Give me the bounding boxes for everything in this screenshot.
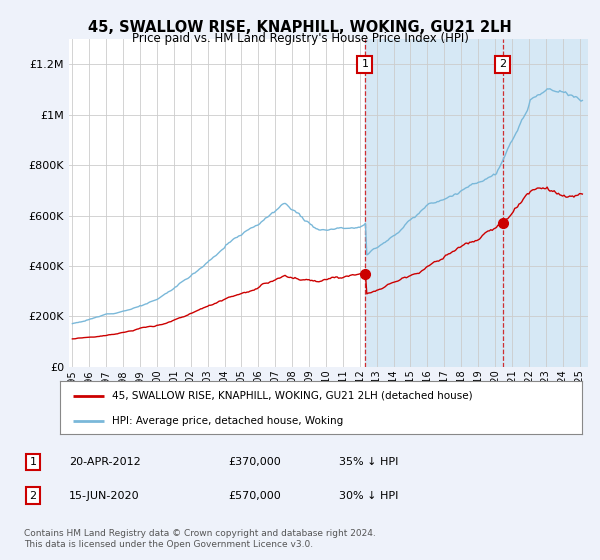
Text: 20-APR-2012: 20-APR-2012 xyxy=(69,457,141,467)
Text: HPI: Average price, detached house, Woking: HPI: Average price, detached house, Woki… xyxy=(112,416,343,426)
Text: 45, SWALLOW RISE, KNAPHILL, WOKING, GU21 2LH: 45, SWALLOW RISE, KNAPHILL, WOKING, GU21… xyxy=(88,20,512,35)
Bar xyxy=(365,39,588,367)
Text: Contains HM Land Registry data © Crown copyright and database right 2024.
This d: Contains HM Land Registry data © Crown c… xyxy=(24,529,376,549)
Text: 35% ↓ HPI: 35% ↓ HPI xyxy=(339,457,398,467)
Text: Price paid vs. HM Land Registry's House Price Index (HPI): Price paid vs. HM Land Registry's House … xyxy=(131,32,469,45)
Text: 45, SWALLOW RISE, KNAPHILL, WOKING, GU21 2LH (detached house): 45, SWALLOW RISE, KNAPHILL, WOKING, GU21… xyxy=(112,391,473,401)
Text: 2: 2 xyxy=(29,491,37,501)
Text: 1: 1 xyxy=(29,457,37,467)
Text: 2: 2 xyxy=(499,59,506,69)
Text: 30% ↓ HPI: 30% ↓ HPI xyxy=(339,491,398,501)
Text: 15-JUN-2020: 15-JUN-2020 xyxy=(69,491,140,501)
Text: £370,000: £370,000 xyxy=(228,457,281,467)
Text: 1: 1 xyxy=(361,59,368,69)
Text: £570,000: £570,000 xyxy=(228,491,281,501)
